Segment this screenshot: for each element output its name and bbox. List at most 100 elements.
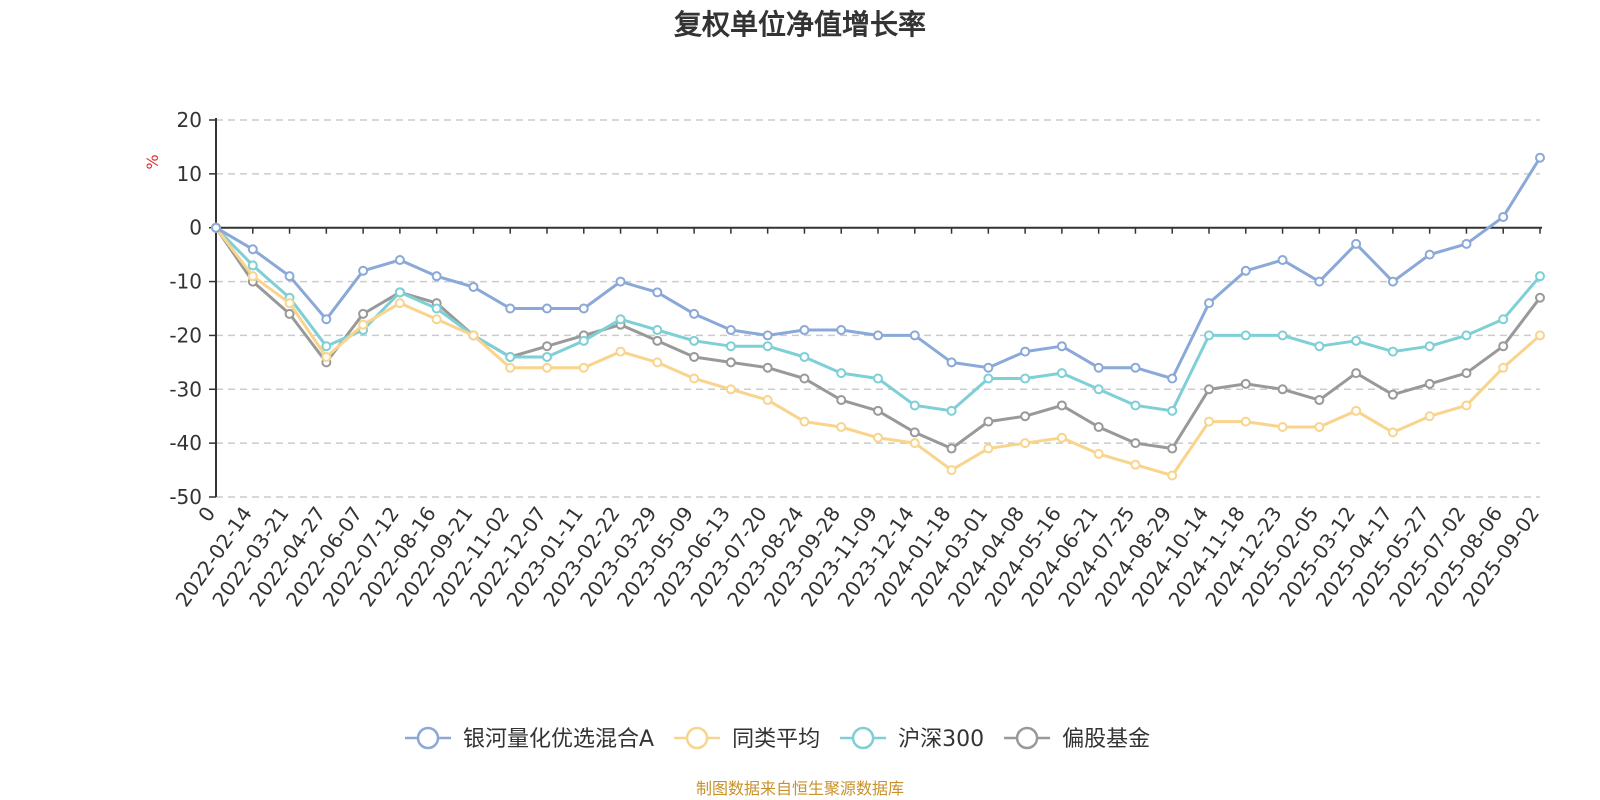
data-point bbox=[1535, 330, 1545, 341]
data-point bbox=[799, 416, 810, 427]
data-point bbox=[1351, 238, 1362, 249]
y-tick-label: -50 bbox=[169, 485, 202, 509]
data-point bbox=[394, 287, 405, 298]
data-point bbox=[505, 303, 516, 314]
data-point bbox=[1277, 384, 1288, 395]
data-point bbox=[983, 373, 994, 384]
data-point bbox=[836, 325, 847, 336]
legend-label: 沪深300 bbox=[898, 727, 984, 752]
data-point bbox=[689, 351, 700, 362]
data-point bbox=[1130, 459, 1141, 470]
series-layer bbox=[211, 152, 1545, 481]
data-point bbox=[542, 303, 552, 314]
data-point bbox=[873, 330, 883, 341]
data-point bbox=[615, 276, 626, 287]
data-point bbox=[1351, 335, 1362, 346]
data-point bbox=[1424, 341, 1435, 352]
legend[interactable]: 银河量化优选混合A 同类平均 沪深300 偏股基金 bbox=[405, 726, 1150, 752]
data-point bbox=[284, 308, 295, 319]
data-point bbox=[1461, 400, 1472, 411]
data-point bbox=[1167, 405, 1178, 416]
data-point bbox=[1277, 421, 1288, 432]
data-point bbox=[873, 405, 883, 416]
data-point bbox=[909, 330, 920, 341]
data-point bbox=[247, 271, 258, 282]
legend-marker-icon bbox=[1015, 726, 1039, 750]
data-point bbox=[505, 362, 516, 373]
data-point bbox=[284, 271, 295, 282]
data-point bbox=[542, 341, 552, 352]
data-point bbox=[909, 438, 920, 449]
data-point bbox=[1020, 411, 1031, 422]
data-point bbox=[1498, 314, 1509, 325]
data-point bbox=[1020, 346, 1031, 357]
data-point bbox=[1424, 249, 1435, 260]
data-point bbox=[1498, 211, 1509, 222]
data-point bbox=[946, 465, 957, 476]
legend-item[interactable]: 银河量化优选混合A bbox=[405, 726, 654, 752]
data-point bbox=[1204, 298, 1214, 309]
data-point bbox=[983, 362, 994, 373]
data-point bbox=[983, 416, 994, 427]
y-tick-label: 10 bbox=[177, 162, 202, 186]
legend-label: 银河量化优选混合A bbox=[463, 727, 654, 752]
data-point bbox=[615, 314, 626, 325]
data-point bbox=[1498, 362, 1509, 373]
data-point bbox=[1461, 330, 1472, 341]
data-point bbox=[1535, 271, 1545, 282]
data-point bbox=[578, 303, 589, 314]
y-tick-label: 0 bbox=[189, 216, 202, 240]
data-point bbox=[1314, 395, 1325, 406]
data-point bbox=[799, 325, 810, 336]
legend-item[interactable]: 沪深300 bbox=[840, 726, 984, 752]
data-point bbox=[1498, 341, 1509, 352]
y-tick-label: -10 bbox=[169, 270, 202, 294]
data-point bbox=[1093, 448, 1104, 459]
data-point bbox=[358, 265, 369, 276]
data-point bbox=[799, 351, 810, 362]
data-point bbox=[1240, 265, 1251, 276]
data-point bbox=[1130, 362, 1141, 373]
series-group bbox=[211, 222, 1545, 481]
x-tick-labels: 02022-02-142022-03-212022-04-272022-06-0… bbox=[171, 502, 1545, 611]
data-point bbox=[1277, 255, 1288, 266]
data-point bbox=[1277, 330, 1288, 341]
data-point bbox=[652, 287, 663, 298]
data-point bbox=[1314, 276, 1325, 287]
data-point bbox=[1387, 389, 1398, 400]
data-point bbox=[725, 384, 736, 395]
data-point bbox=[211, 222, 221, 233]
legend-item[interactable]: 同类平均 bbox=[674, 726, 820, 752]
data-point bbox=[468, 281, 479, 292]
chart-title: 复权单位净值增长率 bbox=[674, 8, 926, 41]
legend-marker-icon bbox=[685, 726, 709, 750]
data-point bbox=[946, 405, 957, 416]
data-point bbox=[909, 427, 920, 438]
x-tick-label: 0 bbox=[193, 502, 220, 526]
data-point bbox=[652, 325, 663, 336]
data-point bbox=[1130, 438, 1141, 449]
series-group bbox=[211, 222, 1545, 454]
legend-marker-icon bbox=[851, 726, 875, 750]
series-group bbox=[211, 222, 1545, 416]
data-point bbox=[431, 303, 442, 314]
data-point bbox=[284, 298, 295, 309]
data-point bbox=[1056, 341, 1067, 352]
data-point bbox=[321, 341, 332, 352]
data-point bbox=[1020, 438, 1031, 449]
data-point bbox=[431, 314, 442, 325]
data-point bbox=[542, 362, 552, 373]
data-point bbox=[1093, 384, 1104, 395]
data-point bbox=[1093, 421, 1104, 432]
legend-item[interactable]: 偏股基金 bbox=[1004, 726, 1150, 752]
data-point bbox=[1240, 378, 1251, 389]
data-point bbox=[1314, 341, 1325, 352]
data-point bbox=[1204, 330, 1214, 341]
y-tick-label: -20 bbox=[169, 323, 202, 347]
data-point bbox=[1093, 362, 1104, 373]
data-point bbox=[431, 271, 442, 282]
data-point bbox=[578, 362, 589, 373]
data-point bbox=[1167, 443, 1178, 454]
y-axis-unit: % bbox=[143, 154, 162, 169]
data-point bbox=[762, 330, 773, 341]
